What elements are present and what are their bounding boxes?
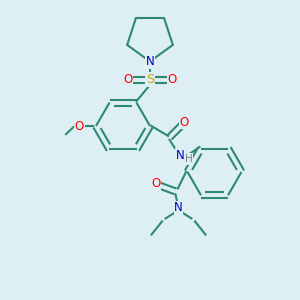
Text: O: O bbox=[123, 73, 132, 86]
Text: O: O bbox=[75, 119, 84, 133]
Text: O: O bbox=[168, 73, 177, 86]
Text: N: N bbox=[176, 149, 184, 162]
Text: N: N bbox=[146, 55, 154, 68]
Text: H: H bbox=[185, 154, 193, 164]
Text: O: O bbox=[152, 177, 160, 190]
Text: N: N bbox=[174, 201, 183, 214]
Text: S: S bbox=[146, 73, 154, 86]
Text: O: O bbox=[180, 116, 189, 129]
